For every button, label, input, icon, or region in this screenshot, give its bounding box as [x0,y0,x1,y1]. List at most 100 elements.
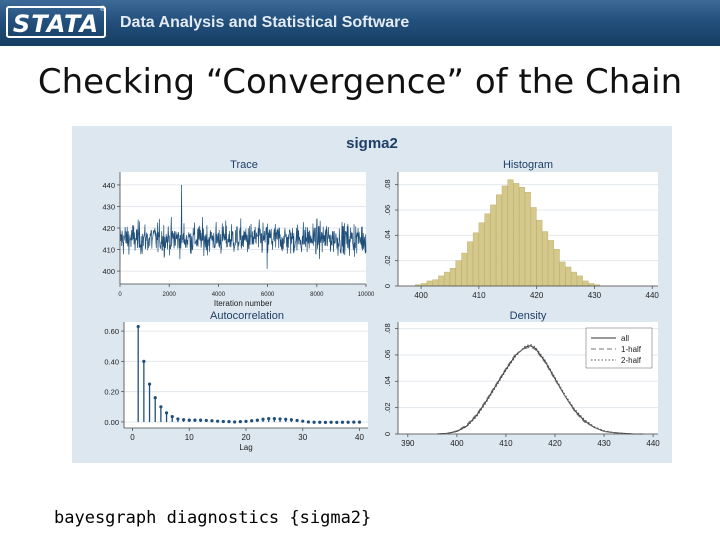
autocorrelation-xlabel: Lag [239,443,252,452]
autocorrelation-point [147,382,152,386]
autocorrelation-point [233,420,237,424]
histogram-bar [501,185,508,287]
autocorrelation-panel: Autocorrelation 0 10 20 30 40 0.00 0.20 0.40 0.60… [104,310,368,452]
autocorrelation-point [136,324,140,329]
histogram-bar [490,204,497,287]
banner-tagline: Data Analysis and Statistical Software [120,14,410,31]
density-xtick-label: 440 [646,439,660,448]
density-title: Density [510,310,547,322]
slide-title: Checking “Convergence” of the Chain [37,62,683,102]
trace-xtick-label: 2000 [163,292,177,298]
density-legend [585,327,653,369]
histogram-bar [426,280,433,287]
autocorrelation-point [210,419,214,423]
density-xtick-label: 410 [499,439,513,448]
command-caption: bayesgraph diagnostics {sigma2} [54,508,372,528]
autocorrelation-point [352,420,356,424]
autocorrelation-point [159,405,163,409]
histogram-bar [542,231,549,287]
figure-title: sigma2 [346,135,398,152]
autocorrelation-point [289,418,293,422]
trace-title: Trace [230,159,258,171]
autocorrelation-point [329,420,333,424]
histogram-ytick-label: .08 [383,179,392,189]
autocorrelation-point [153,396,157,400]
autocorrelation-title: Autocorrelation [210,310,284,322]
density-panel: Density 390 400 410 420 430 440 0 .02 .04 .06 .08 al… [383,310,660,448]
histogram-xtick-label: 430 [588,291,602,300]
trace-ytick-label: 420 [102,224,115,233]
histogram-bar [536,219,543,287]
autocorrelation-ytick-label: 0.20 [104,388,119,397]
autocorrelation-point [318,420,322,424]
histogram-title: Histogram [503,159,553,171]
histogram-bar [472,232,479,287]
histogram-bar [496,194,502,287]
autocorrelation-xtick-label: 40 [355,433,364,442]
histogram-ytick-label: .02 [383,255,392,265]
autocorrelation-point [142,359,146,363]
histogram-bar [455,260,462,287]
histogram-bar [449,268,456,287]
density-line-2-half [437,343,644,435]
trace-panel: Trace 0 2000 4000 6000 8000 10000 400 410 420 430 4… [102,159,375,308]
histogram-xtick-label: 410 [472,291,486,300]
histogram-bar [582,280,589,287]
trace-xtick-label: 8000 [310,292,324,298]
autocorrelation-point [340,420,345,424]
autocorrelation-point [176,417,180,421]
autocorrelation-xtick-label: 0 [130,433,135,442]
histogram-ytick-label: 0 [383,284,392,288]
autocorrelation-ytick-label: 0.60 [104,327,119,336]
autocorrelation-point [187,418,191,422]
histogram-bar [467,241,474,287]
density-legend-label: all [621,334,629,343]
density-legend-label: 1-half [621,345,642,354]
trace-xlabel: Iteration number [214,299,273,308]
autocorrelation-point [295,418,299,423]
autocorrelation-point [306,420,311,424]
trace-xtick-label: 0 [118,292,122,298]
histogram-bar [507,179,514,287]
density-ytick-label: 0 [383,432,392,436]
autocorrelation-xtick-label: 30 [298,433,307,442]
density-ytick-label: .06 [383,350,392,360]
stata-logo: STATA [6,6,106,38]
density-ytick-label: .04 [383,376,392,386]
histogram-panel: Histogram 400 410 420 430 440 0 .02 .04 .06 .08 [383,159,659,300]
autocorrelation-point [346,420,350,424]
trace-xtick-label: 10000 [358,292,375,298]
density-xtick-label: 420 [548,439,562,448]
autocorrelation-plot-area [124,322,368,428]
trace-series-line [119,184,367,269]
histogram-bar [553,249,560,287]
autocorrelation-point [193,418,197,422]
autocorrelation-point [278,417,282,421]
histogram-bar [565,266,572,287]
trace-xtick-label: 6000 [261,292,275,298]
autocorrelation-point [335,420,339,424]
trace-xtick-label: 4000 [212,292,226,298]
trace-ytick-label: 410 [102,246,115,255]
histogram-bar [524,192,531,287]
density-xtick-label: 430 [597,439,611,448]
trace-ytick-label: 400 [102,267,115,276]
histogram-bar [438,275,445,287]
histogram-bar [530,207,537,287]
histogram-bar [444,271,450,287]
histogram-bar [571,271,578,287]
autocorrelation-point [261,417,265,421]
autocorrelation-point [312,420,316,424]
autocorrelation-ytick-label: 0.00 [104,418,119,427]
header-banner: STATA ® Data Analysis and Statistical So… [0,0,720,46]
autocorrelation-point [199,418,203,422]
autocorrelation-xtick-label: 10 [185,433,194,442]
histogram-bar [576,275,583,287]
trace-ytick-label: 440 [102,181,115,190]
autocorrelation-point [244,419,248,423]
histogram-ytick-label: .04 [383,230,392,240]
registered-mark: ® [100,6,106,13]
density-ytick-label: .08 [383,323,392,333]
autocorrelation-point [301,419,305,423]
